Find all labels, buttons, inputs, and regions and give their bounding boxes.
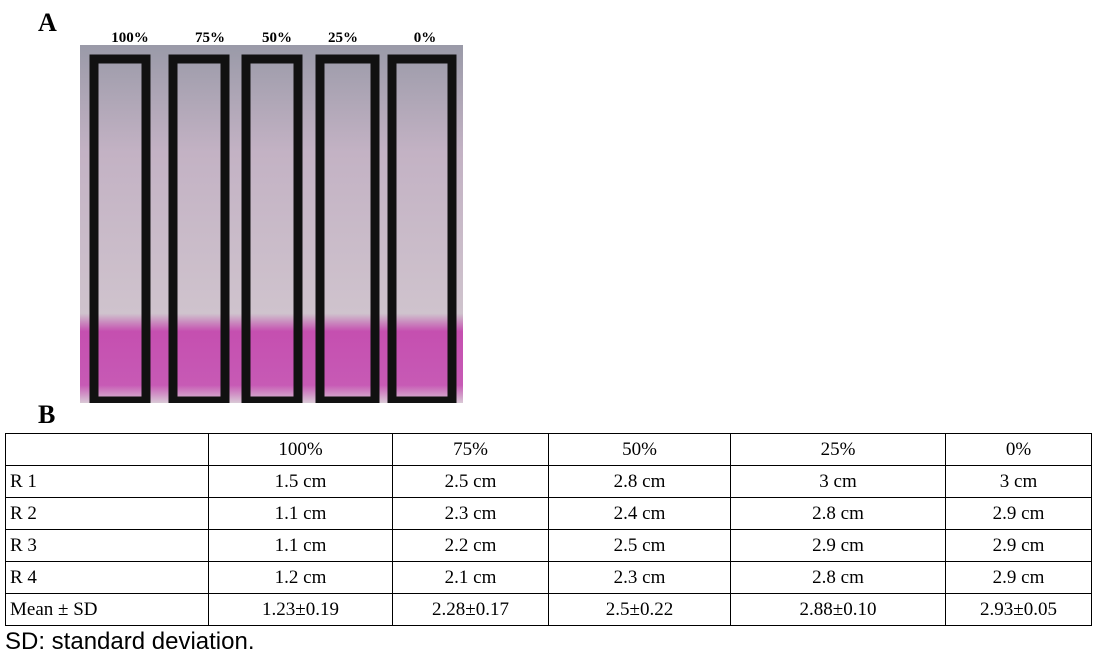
row-label: R 3 (5, 529, 209, 562)
row-label: R 4 (5, 561, 209, 594)
corner-cell (5, 433, 209, 466)
strip-label: 50% (262, 30, 292, 46)
table-cell: 3 cm (945, 465, 1092, 498)
table-cell: 2.9 cm (945, 529, 1092, 562)
table-cell: 2.9 cm (945, 497, 1092, 530)
strip-label: 0% (413, 30, 437, 46)
panel-label: B (38, 400, 56, 429)
table-cell: 2.28±0.17 (392, 593, 549, 626)
table-cell: 1.5 cm (208, 465, 393, 498)
table-cell: 1.23±0.19 (208, 593, 393, 626)
table-cell: 2.9 cm (730, 529, 946, 562)
table-cell: 2.2 cm (392, 529, 549, 562)
row-label: R 1 (5, 465, 209, 498)
table-row: R 3 1.1 cm 2.2 cm 2.5 cm 2.9 cm 2.9 cm (5, 529, 1092, 562)
table-cell: 2.8 cm (730, 497, 946, 530)
table-cell: 1.1 cm (208, 529, 393, 562)
table-cell: 2.5 cm (548, 529, 731, 562)
header-row: 100% 75% 50% 25% 0% (5, 433, 1092, 466)
table-cell: 2.8 cm (548, 465, 731, 498)
results-table: 100% 75% 50% 25% 0% R 1 1.5 cm 2.5 cm 2.8 cm 3 cm… (5, 433, 1092, 626)
table-row: R 1 1.5 cm 2.5 cm 2.8 cm 3 cm 3 cm (5, 465, 1092, 498)
header-cell: 0% (945, 433, 1092, 466)
table-cell: 1.1 cm (208, 497, 393, 530)
footnote: SD: standard deviation. (5, 628, 255, 655)
table-cell: 2.8 cm (730, 561, 946, 594)
strip-label: 25% (328, 30, 358, 46)
panel-label: A (38, 8, 57, 37)
header-cell: 50% (548, 433, 731, 466)
table-cell: 2.4 cm (548, 497, 731, 530)
table-row: R 2 1.1 cm 2.3 cm 2.4 cm 2.8 cm 2.9 cm (5, 497, 1092, 530)
table-cell: 2.93±0.05 (945, 593, 1092, 626)
table-cell: 2.5±0.22 (548, 593, 731, 626)
row-label: R 2 (5, 497, 209, 530)
table-cell: 2.3 cm (392, 497, 549, 530)
strip-label: 100% (111, 30, 149, 46)
header-cell: 25% (730, 433, 946, 466)
table-cell: 2.88±0.10 (730, 593, 946, 626)
table-cell: 1.2 cm (208, 561, 393, 594)
row-label: Mean ± SD (5, 593, 209, 626)
strip-photo (80, 45, 463, 403)
table-row: R 4 1.2 cm 2.1 cm 2.3 cm 2.8 cm 2.9 cm (5, 561, 1092, 594)
header-cell: 75% (392, 433, 549, 466)
table-cell: 2.5 cm (392, 465, 549, 498)
header-cell: 100% (208, 433, 393, 466)
table-cell: 2.1 cm (392, 561, 549, 594)
table-row: Mean ± SD 1.23±0.19 2.28±0.17 2.5±0.22 2.88±… (5, 593, 1092, 626)
table-cell: 3 cm (730, 465, 946, 498)
table-cell: 2.3 cm (548, 561, 731, 594)
strip-label: 75% (195, 30, 225, 46)
table-cell: 2.9 cm (945, 561, 1092, 594)
